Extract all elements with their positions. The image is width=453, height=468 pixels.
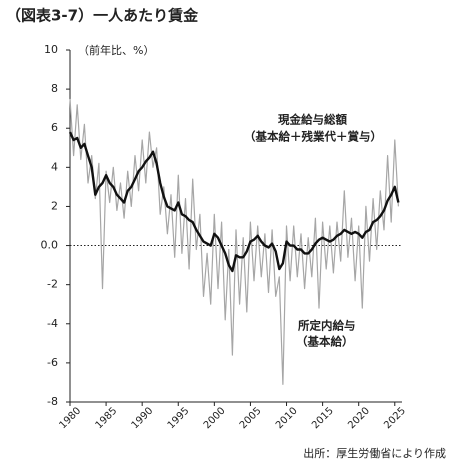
line-series bbox=[68, 131, 400, 273]
x-tick-label: 2025 bbox=[382, 405, 408, 431]
chart-title: （図表3-7）一人あたり賃金 bbox=[6, 7, 199, 25]
x-tick-label: 1980 bbox=[57, 405, 83, 431]
x-tick-label: 1985 bbox=[94, 405, 120, 431]
y-tick-label: 8 bbox=[51, 82, 58, 95]
y-tick-label: 4 bbox=[51, 160, 58, 173]
x-tick-label: 2005 bbox=[238, 405, 264, 431]
series-label: 所定内給与 bbox=[298, 319, 356, 333]
y-tick-label: -6 bbox=[47, 356, 58, 369]
x-tick-label: 2000 bbox=[202, 405, 228, 431]
y-tick-label: -2 bbox=[47, 278, 58, 291]
y-tick-label: 0.0 bbox=[41, 239, 59, 252]
series-label: 現金給与総額 bbox=[278, 113, 347, 127]
x-tick-label: 1995 bbox=[166, 405, 192, 431]
y-tick-label: 10 bbox=[44, 43, 58, 56]
x-tick-label: 1990 bbox=[130, 405, 156, 431]
y-tick-label: -8 bbox=[47, 395, 58, 408]
annotation: （基本給＋残業代＋賞与） bbox=[244, 130, 382, 144]
source: 出所：厚生労働省により作成 bbox=[303, 446, 446, 460]
y-tick-label: 2 bbox=[51, 199, 58, 212]
x-tick-label: 2010 bbox=[274, 405, 300, 431]
line-series bbox=[69, 98, 399, 385]
y-tick-label: -4 bbox=[47, 317, 58, 330]
annotation: （基本給） bbox=[296, 335, 354, 349]
y-tick-label: 6 bbox=[51, 121, 58, 134]
x-tick-label: 2015 bbox=[310, 405, 336, 431]
y-unit: （前年比、%） bbox=[78, 43, 154, 57]
x-tick-label: 2020 bbox=[346, 405, 372, 431]
